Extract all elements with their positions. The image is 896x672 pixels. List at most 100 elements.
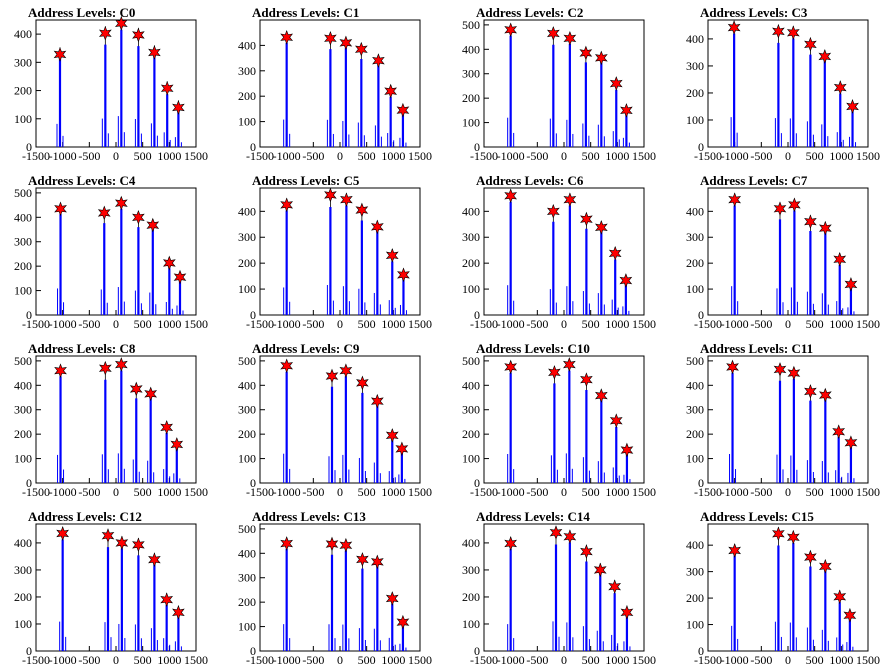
y-tick-label: 200 <box>462 91 480 105</box>
peak-marker <box>804 384 817 399</box>
x-tick-label: 1000 <box>605 653 629 667</box>
x-tick-label: 500 <box>358 485 376 499</box>
y-tick-label: 400 <box>238 378 256 392</box>
x-tick-label: 1500 <box>408 485 432 499</box>
x-tick-label: 1000 <box>381 485 405 499</box>
x-tick-label: 1000 <box>157 149 181 163</box>
y-tick-label: 400 <box>238 38 256 52</box>
y-tick-label: 200 <box>462 590 480 604</box>
peak-marker <box>370 219 384 235</box>
peak-marker <box>98 360 112 376</box>
x-tick-label: 500 <box>358 317 376 331</box>
x-tick-label: 0 <box>561 485 567 499</box>
x-tick-label: -1500 <box>246 653 274 667</box>
x-tick-label: -1500 <box>246 485 274 499</box>
y-tick-label: 400 <box>686 378 704 392</box>
chart-panel-1: Address Levels: C1 0 100 200 300 400 -1500-100… <box>238 5 432 163</box>
peak-marker <box>385 248 399 263</box>
peak-marker <box>132 209 145 225</box>
x-tick-label: 1000 <box>605 149 629 163</box>
peak-marker <box>98 25 112 41</box>
chart-title: Address Levels: C12 <box>28 509 142 524</box>
x-tick-label: 0 <box>785 485 791 499</box>
y-tick-label: 400 <box>686 204 704 218</box>
peak-marker <box>144 386 158 402</box>
y-tick-label: 400 <box>686 32 704 46</box>
x-tick-label: 500 <box>582 485 600 499</box>
peak-marker <box>773 362 787 377</box>
x-tick-label: -1500 <box>22 149 50 163</box>
peak-marker <box>786 529 800 545</box>
peak-marker <box>548 365 561 380</box>
peak-marker <box>818 387 832 403</box>
peak-marker <box>160 419 174 435</box>
peak-marker <box>129 381 143 397</box>
y-tick-label: 0 <box>698 140 704 154</box>
x-tick-label: 1500 <box>632 653 656 667</box>
peak-marker <box>132 537 145 553</box>
x-tick-label: -1000 <box>49 485 77 499</box>
x-tick-label: -500 <box>526 653 548 667</box>
x-tick-label: -1500 <box>470 653 498 667</box>
chart-panel-8: Address Levels: C80100200300400500-1500-… <box>14 341 208 499</box>
peak-marker <box>397 267 410 283</box>
x-tick-label: -500 <box>302 653 324 667</box>
x-tick-label: -1000 <box>721 485 749 499</box>
peak-marker <box>280 29 294 45</box>
y-tick-label: 0 <box>698 644 704 658</box>
peak-marker <box>355 202 369 218</box>
y-tick-label: 0 <box>698 476 704 490</box>
y-tick-label: 300 <box>238 230 256 244</box>
x-tick-label: 0 <box>337 149 343 163</box>
peak-marker <box>620 103 633 118</box>
x-tick-label: 0 <box>561 317 567 331</box>
y-tick-label: 400 <box>686 538 704 552</box>
y-tick-label: 500 <box>686 354 704 368</box>
peak-marker <box>818 220 832 236</box>
peak-marker <box>580 372 593 388</box>
peak-marker <box>101 528 115 543</box>
chart-panel-11: Address Levels: C11 0 100 200 300 400 500 -1500… <box>686 341 880 499</box>
chart-panel-15: Address Levels: C15 0 100 200 300 400 -1500-10… <box>686 509 880 667</box>
y-tick-label: 200 <box>686 427 704 441</box>
y-tick-label: 0 <box>474 308 480 322</box>
y-tick-label: 300 <box>238 403 256 417</box>
peak-marker <box>594 388 608 403</box>
y-tick-label: 0 <box>26 308 32 322</box>
peak-marker <box>370 393 384 409</box>
x-tick-label: 0 <box>785 317 791 331</box>
x-tick-label: -1000 <box>273 485 301 499</box>
peak-marker <box>339 363 353 379</box>
peak-marker <box>563 192 577 208</box>
x-tick-label: 500 <box>134 653 152 667</box>
y-tick-label: 100 <box>238 115 256 129</box>
chart-title: Address Levels: C9 <box>252 341 360 356</box>
x-tick-label: 0 <box>113 317 119 331</box>
y-tick-label: 100 <box>14 284 32 298</box>
x-tick-label: 0 <box>337 317 343 331</box>
y-tick-label: 0 <box>474 644 480 658</box>
peak-marker <box>608 579 622 595</box>
chart-panel-3: Address Levels: C3 0 100 200 300 400 -1500-100… <box>686 5 880 163</box>
chart-title: Address Levels: C10 <box>476 341 590 356</box>
x-tick-label: 500 <box>134 317 152 331</box>
peak-marker <box>833 251 847 267</box>
peak-marker <box>772 23 785 39</box>
x-tick-label: -500 <box>526 317 548 331</box>
peak-marker <box>546 203 560 219</box>
x-tick-label: -1000 <box>497 485 525 499</box>
peak-marker <box>844 277 858 292</box>
y-tick-label: 300 <box>462 67 480 81</box>
y-tick-label: 300 <box>686 59 704 73</box>
x-tick-label: 1000 <box>829 317 853 331</box>
y-tick-label: 100 <box>462 116 480 130</box>
x-tick-label: 0 <box>561 653 567 667</box>
peak-marker <box>818 558 832 574</box>
y-tick-label: 0 <box>26 644 32 658</box>
chart-panel-12: Address Levels: C12 0 100 200 300 400 -1500-10… <box>14 509 208 667</box>
y-tick-label: 400 <box>462 536 480 550</box>
peak-marker <box>504 22 518 38</box>
peak-marker <box>546 26 560 41</box>
x-tick-label: 0 <box>785 149 791 163</box>
peak-marker <box>804 549 817 565</box>
